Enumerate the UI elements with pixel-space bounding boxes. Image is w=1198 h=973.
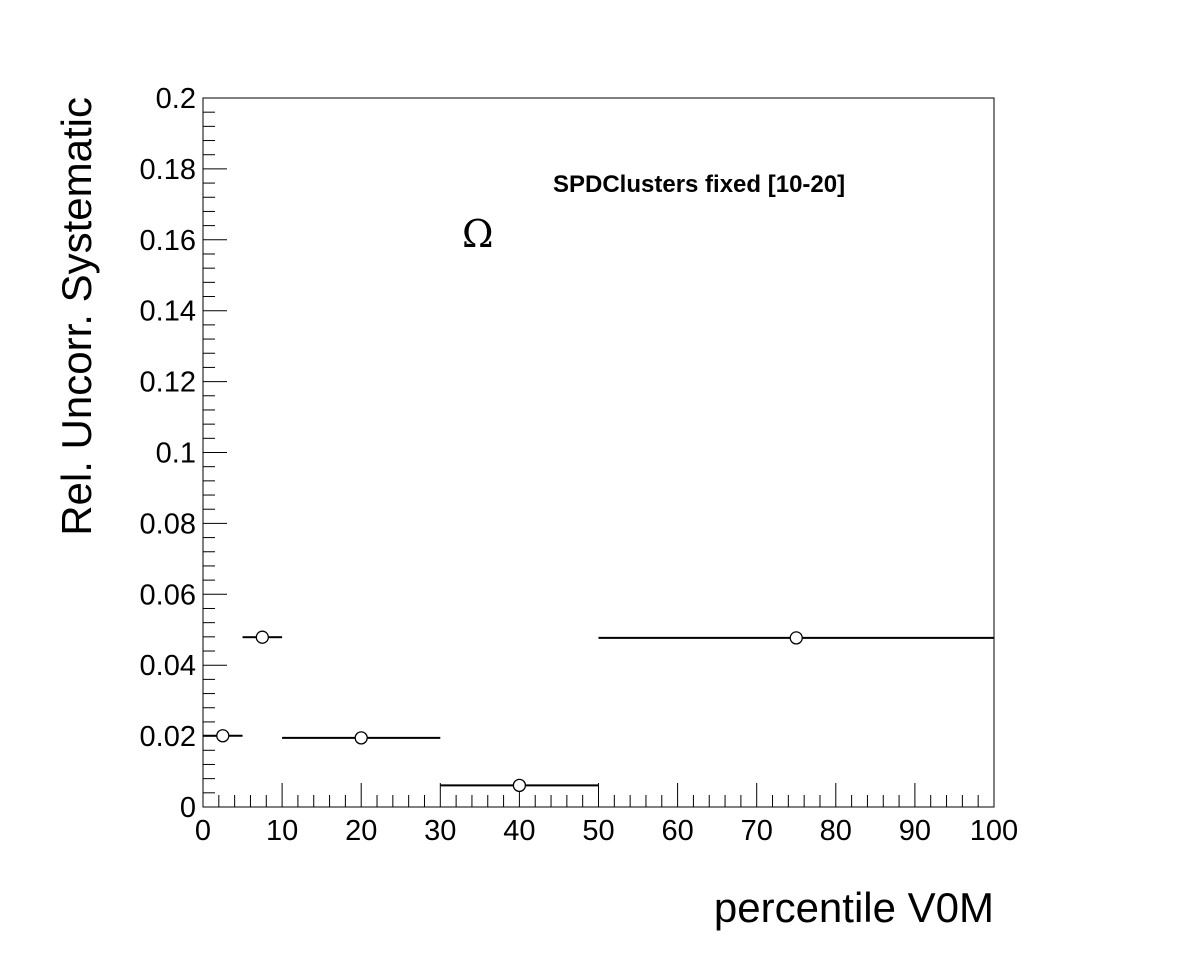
selection-annotation: SPDClusters fixed [10-20] xyxy=(553,171,845,198)
x-tick-label: 70 xyxy=(741,815,773,847)
y-tick-label: 0.04 xyxy=(140,650,196,682)
data-point xyxy=(512,778,527,793)
data-point xyxy=(255,630,269,644)
data-points xyxy=(203,630,994,793)
x-tick-label: 90 xyxy=(899,815,931,847)
x-tick-label: 40 xyxy=(503,815,535,847)
x-tick-label: 20 xyxy=(345,815,377,847)
y-tick-label: 0.14 xyxy=(140,296,196,328)
y-axis-title: Rel. Uncorr. Systematic xyxy=(53,97,100,536)
x-axis-title: percentile V0M xyxy=(714,884,994,931)
axis-tick-labels: 0 10 20 30 40 50 60 70 80 90 100 0 0.02 0.04 0.06 0.08 0… xyxy=(140,83,1019,847)
axis-ticks xyxy=(202,97,995,808)
y-tick-label: 0 xyxy=(180,792,196,824)
data-point xyxy=(216,729,230,743)
x-tick-label: 30 xyxy=(424,815,456,847)
data-point xyxy=(354,731,368,745)
x-tick-label: 10 xyxy=(266,815,298,847)
y-tick-label: 0.1 xyxy=(156,438,196,470)
y-tick-label: 0.02 xyxy=(140,721,196,753)
y-tick-label: 0.12 xyxy=(140,367,196,399)
x-tick-label: 0 xyxy=(195,815,211,847)
x-tick-label: 100 xyxy=(970,815,1018,847)
y-tick-label: 0.18 xyxy=(140,154,196,186)
y-tick-label: 0.06 xyxy=(140,579,196,611)
y-tick-label: 0.16 xyxy=(140,225,196,257)
data-point xyxy=(789,631,803,645)
y-tick-label: 0.2 xyxy=(156,83,196,115)
y-tick-label: 0.08 xyxy=(140,508,196,540)
x-tick-label: 60 xyxy=(661,815,693,847)
x-tick-label: 80 xyxy=(820,815,852,847)
particle-symbol-annotation: Ω xyxy=(462,212,494,256)
x-tick-label: 50 xyxy=(582,815,614,847)
